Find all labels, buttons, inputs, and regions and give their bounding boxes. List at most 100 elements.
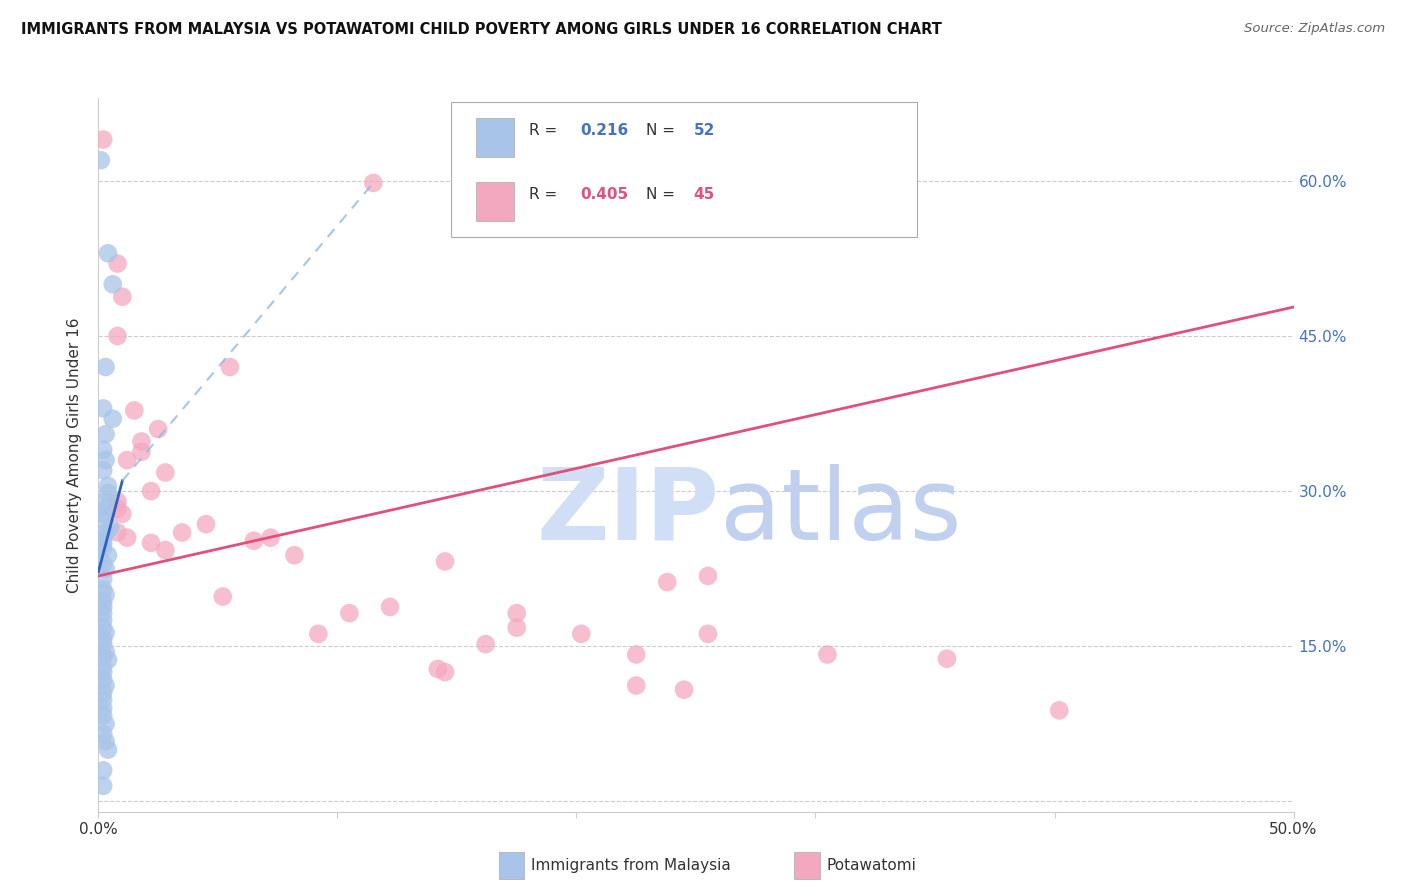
Point xyxy=(139,484,162,499)
Point xyxy=(98,520,122,534)
Point xyxy=(91,621,114,635)
Point xyxy=(211,590,233,604)
Point xyxy=(506,621,529,635)
Point xyxy=(91,779,114,793)
Point xyxy=(91,693,114,707)
Point xyxy=(111,290,134,304)
FancyBboxPatch shape xyxy=(477,182,515,221)
Point xyxy=(626,679,648,693)
Text: 52: 52 xyxy=(693,123,716,137)
Point xyxy=(90,153,112,168)
FancyBboxPatch shape xyxy=(451,102,917,237)
Point xyxy=(131,434,153,449)
Point xyxy=(97,246,120,260)
Point xyxy=(94,494,117,508)
Point xyxy=(474,637,496,651)
Point xyxy=(172,525,194,540)
Point xyxy=(91,599,114,614)
Point xyxy=(283,548,305,562)
Point xyxy=(339,606,360,620)
Point xyxy=(363,176,385,190)
Y-axis label: Child Poverty Among Girls Under 16: Child Poverty Among Girls Under 16 xyxy=(67,318,83,592)
Point xyxy=(91,463,114,477)
Text: N =: N = xyxy=(645,187,679,202)
Point xyxy=(91,442,114,457)
Point xyxy=(97,486,120,500)
Point xyxy=(91,582,114,597)
Point xyxy=(433,665,456,679)
Point xyxy=(91,660,114,674)
Point xyxy=(94,625,117,640)
Point xyxy=(91,132,114,146)
Point xyxy=(97,548,120,562)
Point xyxy=(626,648,648,662)
Point xyxy=(155,466,177,480)
Point xyxy=(101,411,124,425)
Point xyxy=(378,599,401,614)
Text: atlas: atlas xyxy=(720,464,962,560)
Point xyxy=(94,427,117,442)
Point xyxy=(155,543,177,558)
Point xyxy=(91,701,114,715)
Point xyxy=(91,513,114,527)
Text: 0.405: 0.405 xyxy=(581,187,628,202)
Point xyxy=(91,606,114,620)
Text: ZIP: ZIP xyxy=(537,464,720,560)
Text: Potawatomi: Potawatomi xyxy=(827,858,917,872)
Point xyxy=(97,479,120,493)
Text: 0.216: 0.216 xyxy=(581,123,628,137)
Point xyxy=(91,541,114,555)
Point xyxy=(936,651,959,665)
Point xyxy=(697,569,720,583)
Point xyxy=(97,653,120,667)
Point xyxy=(1047,703,1070,717)
Point xyxy=(97,742,120,756)
Point xyxy=(673,682,696,697)
Point xyxy=(131,445,153,459)
Point xyxy=(433,554,456,568)
Point xyxy=(91,637,114,651)
Point xyxy=(91,708,114,723)
Point xyxy=(107,525,129,540)
Point xyxy=(91,401,114,416)
Point xyxy=(91,632,114,646)
Point xyxy=(91,614,114,628)
Point xyxy=(506,606,529,620)
Point xyxy=(91,665,114,679)
Point xyxy=(815,648,838,662)
Point xyxy=(91,686,114,700)
Text: N =: N = xyxy=(645,123,679,137)
Point xyxy=(148,422,170,436)
Point xyxy=(115,531,138,545)
Point xyxy=(107,329,129,343)
Text: Source: ZipAtlas.com: Source: ZipAtlas.com xyxy=(1244,22,1385,36)
Point xyxy=(94,644,117,658)
Text: 45: 45 xyxy=(693,187,714,202)
Point xyxy=(219,359,242,374)
Point xyxy=(697,627,720,641)
FancyBboxPatch shape xyxy=(477,118,515,157)
Point xyxy=(307,627,329,641)
Point xyxy=(91,572,114,586)
Text: R =: R = xyxy=(529,187,562,202)
Point xyxy=(194,517,218,532)
Point xyxy=(243,533,266,548)
Point xyxy=(94,562,117,576)
Point xyxy=(94,359,117,374)
Point xyxy=(94,588,117,602)
Point xyxy=(124,403,146,417)
Text: IMMIGRANTS FROM MALAYSIA VS POTAWATOMI CHILD POVERTY AMONG GIRLS UNDER 16 CORREL: IMMIGRANTS FROM MALAYSIA VS POTAWATOMI C… xyxy=(21,22,942,37)
Point xyxy=(107,257,129,271)
Point xyxy=(91,649,114,664)
Point xyxy=(91,727,114,741)
Point xyxy=(111,507,134,521)
Point xyxy=(91,557,114,571)
Point xyxy=(91,764,114,778)
Point xyxy=(107,501,129,516)
Point xyxy=(91,536,114,550)
Point xyxy=(657,575,679,590)
Point xyxy=(139,536,162,550)
Point xyxy=(94,501,117,516)
Point xyxy=(94,716,117,731)
Point xyxy=(91,595,114,609)
